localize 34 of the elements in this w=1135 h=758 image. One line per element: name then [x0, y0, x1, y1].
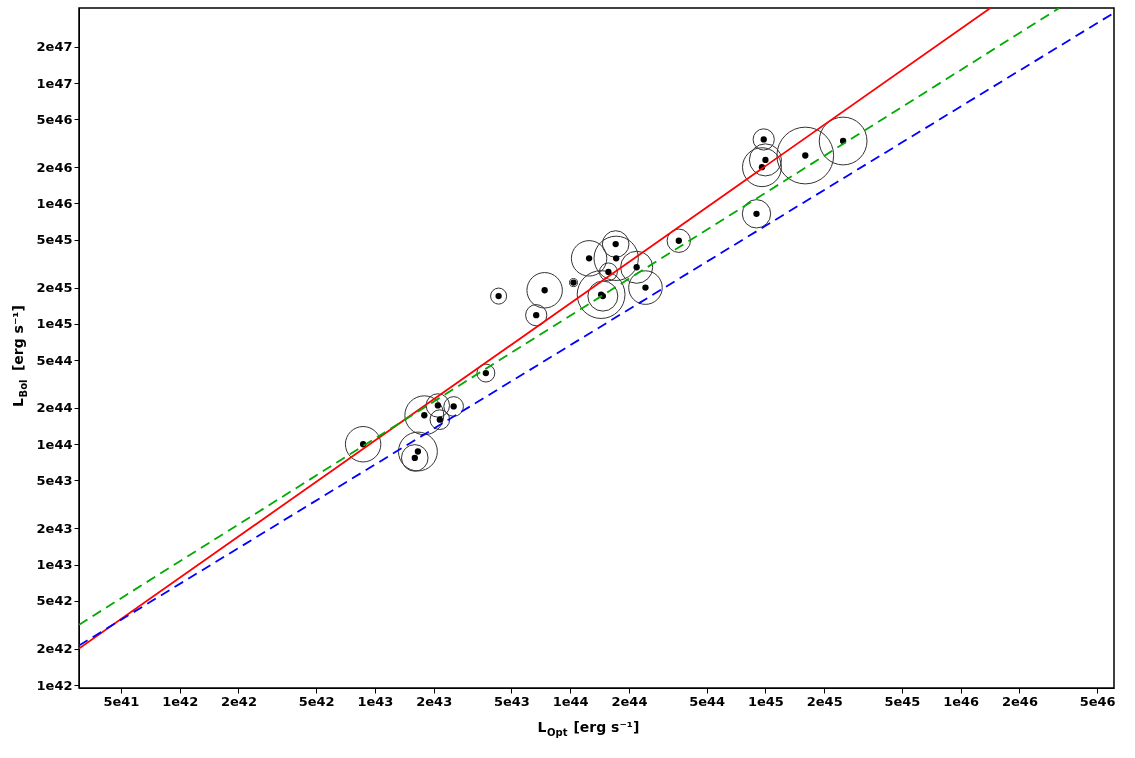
y-tick-label: 2e45 [36, 280, 73, 296]
x-tick-label: 5e46 [1079, 693, 1116, 709]
y-tick-label: 1e42 [36, 677, 73, 693]
y-tick-label: 1e47 [36, 75, 73, 91]
x-tick-label: 5e45 [884, 693, 921, 709]
y-axis-title: LBol [erg s⁻¹] [10, 305, 29, 407]
x-tick-label: 1e46 [943, 693, 980, 709]
y-tick-label: 5e42 [36, 593, 73, 609]
y-tick-label: 1e45 [36, 316, 73, 332]
x-tick-label: 1e43 [357, 693, 394, 709]
y-tick-label: 2e47 [36, 39, 73, 55]
x-tick-label: 2e46 [1001, 693, 1038, 709]
x-tick-label: 2e43 [416, 693, 453, 709]
y-tick-label: 1e44 [36, 436, 73, 452]
y-tick-label: 2e46 [36, 159, 73, 175]
y-tick-label: 1e43 [36, 557, 73, 573]
x-tick-label: 1e44 [552, 693, 589, 709]
y-tick-label: 5e46 [36, 111, 73, 127]
y-tick-label: 5e45 [36, 232, 73, 248]
x-tick-label: 2e42 [220, 693, 257, 709]
y-tick-label: 2e42 [36, 641, 73, 657]
x-tick-label: 5e41 [103, 693, 140, 709]
x-tick-label: 1e42 [162, 693, 199, 709]
x-tick-label: 5e44 [689, 693, 726, 709]
x-tick-label: 1e45 [747, 693, 784, 709]
x-tick-label: 5e42 [298, 693, 335, 709]
y-tick-label: 5e44 [36, 352, 73, 368]
y-tick-label: 2e44 [36, 400, 73, 416]
y-tick-label: 1e46 [36, 195, 73, 211]
y-tick-label: 2e43 [36, 520, 73, 536]
x-tick-label: 5e43 [493, 693, 530, 709]
y-tick-label: 5e43 [36, 472, 73, 488]
x-tick-label: 2e44 [611, 693, 648, 709]
x-tick-label: 2e45 [806, 693, 843, 709]
